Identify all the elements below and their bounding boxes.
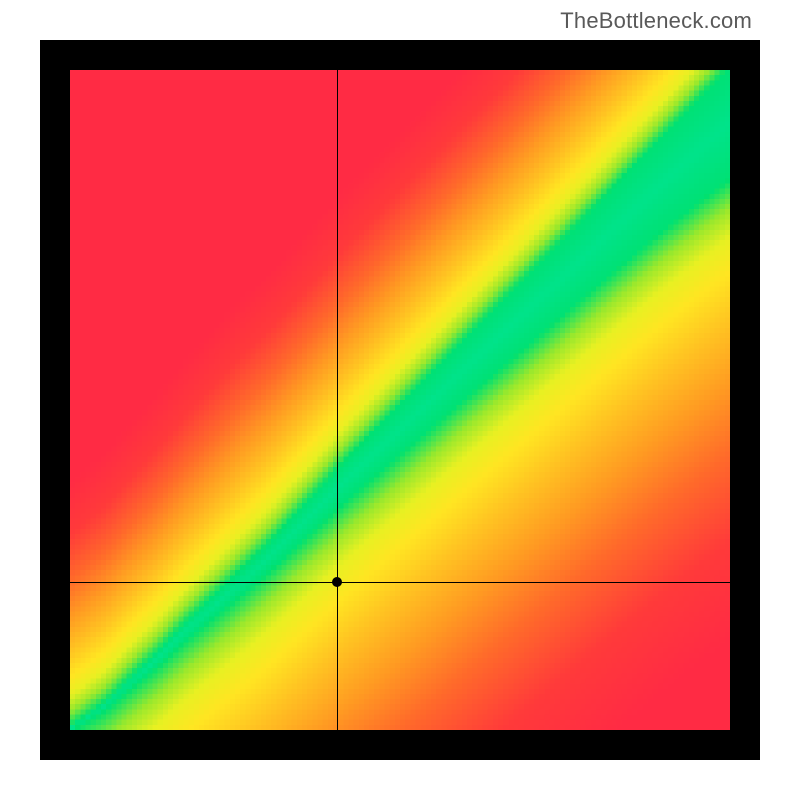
marker-dot <box>332 577 342 587</box>
crosshair-vertical <box>337 70 338 730</box>
chart-frame <box>40 40 760 760</box>
crosshair-horizontal <box>70 582 730 583</box>
attribution-text: TheBottleneck.com <box>560 8 752 34</box>
bottleneck-heatmap <box>70 70 730 730</box>
plot-area <box>70 70 730 730</box>
